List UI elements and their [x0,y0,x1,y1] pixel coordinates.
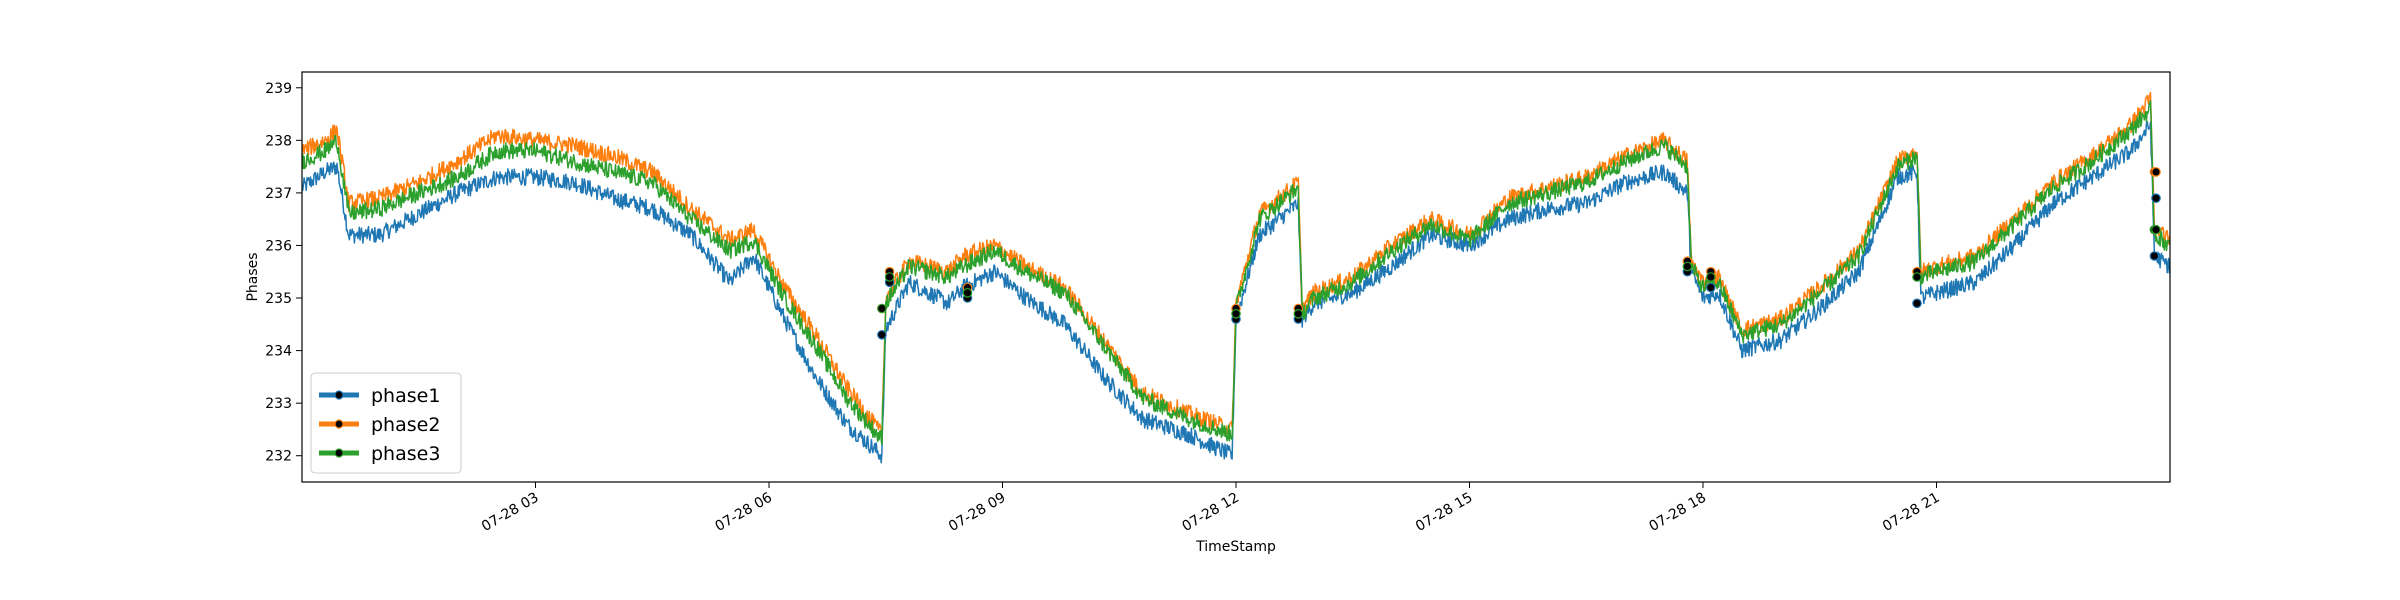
legend-label-phase2: phase2 [371,414,440,436]
anomaly-marker-phase3 [1912,272,1922,282]
legend-swatch-marker [334,419,344,429]
x-axis-label: TimeStamp [1195,539,1276,555]
y-tick-label: 237 [265,186,292,202]
y-tick-label: 238 [265,133,292,149]
legend-label-phase1: phase1 [371,385,440,407]
anomaly-marker-phase3 [884,272,895,282]
anomaly-marker-phase1 [1706,282,1716,293]
anomaly-marker-phase1 [877,329,887,340]
anomaly-marker-phase1 [1912,298,1922,309]
marker-layer [877,167,2161,340]
anomaly-marker-phase3 [1706,272,1716,282]
anomaly-marker-phase2 [2151,167,2161,177]
anomaly-marker-phase1 [2151,193,2161,203]
y-tick-label: 239 [265,81,292,97]
anomaly-marker-phase3 [877,303,887,314]
legend-box [310,372,462,474]
y-tick-label: 234 [265,344,292,360]
anomaly-marker-phase3 [962,287,973,298]
y-tick-label: 235 [265,291,292,307]
legend-swatch-marker [334,390,344,400]
legend-label-phase3: phase3 [371,443,440,465]
anomaly-marker-phase1 [2149,251,2160,261]
legend-swatch-marker [334,448,344,458]
anomaly-marker-phase3 [1293,308,1304,319]
anomaly-marker-phase3 [1682,261,1693,272]
anomaly-marker-phase3 [1231,308,1241,319]
y-axis: 232 233 234 235 236 237 238 239 [265,81,302,465]
y-tick-label: 236 [265,238,292,254]
legend: phase1 phase2 phase3 [310,372,462,474]
anomaly-marker-phase3 [2151,224,2161,235]
y-tick-label: 232 [265,449,292,465]
y-tick-label: 233 [265,396,292,412]
series-line-phase3 [302,100,2170,446]
y-axis-label: Phases [245,252,261,301]
